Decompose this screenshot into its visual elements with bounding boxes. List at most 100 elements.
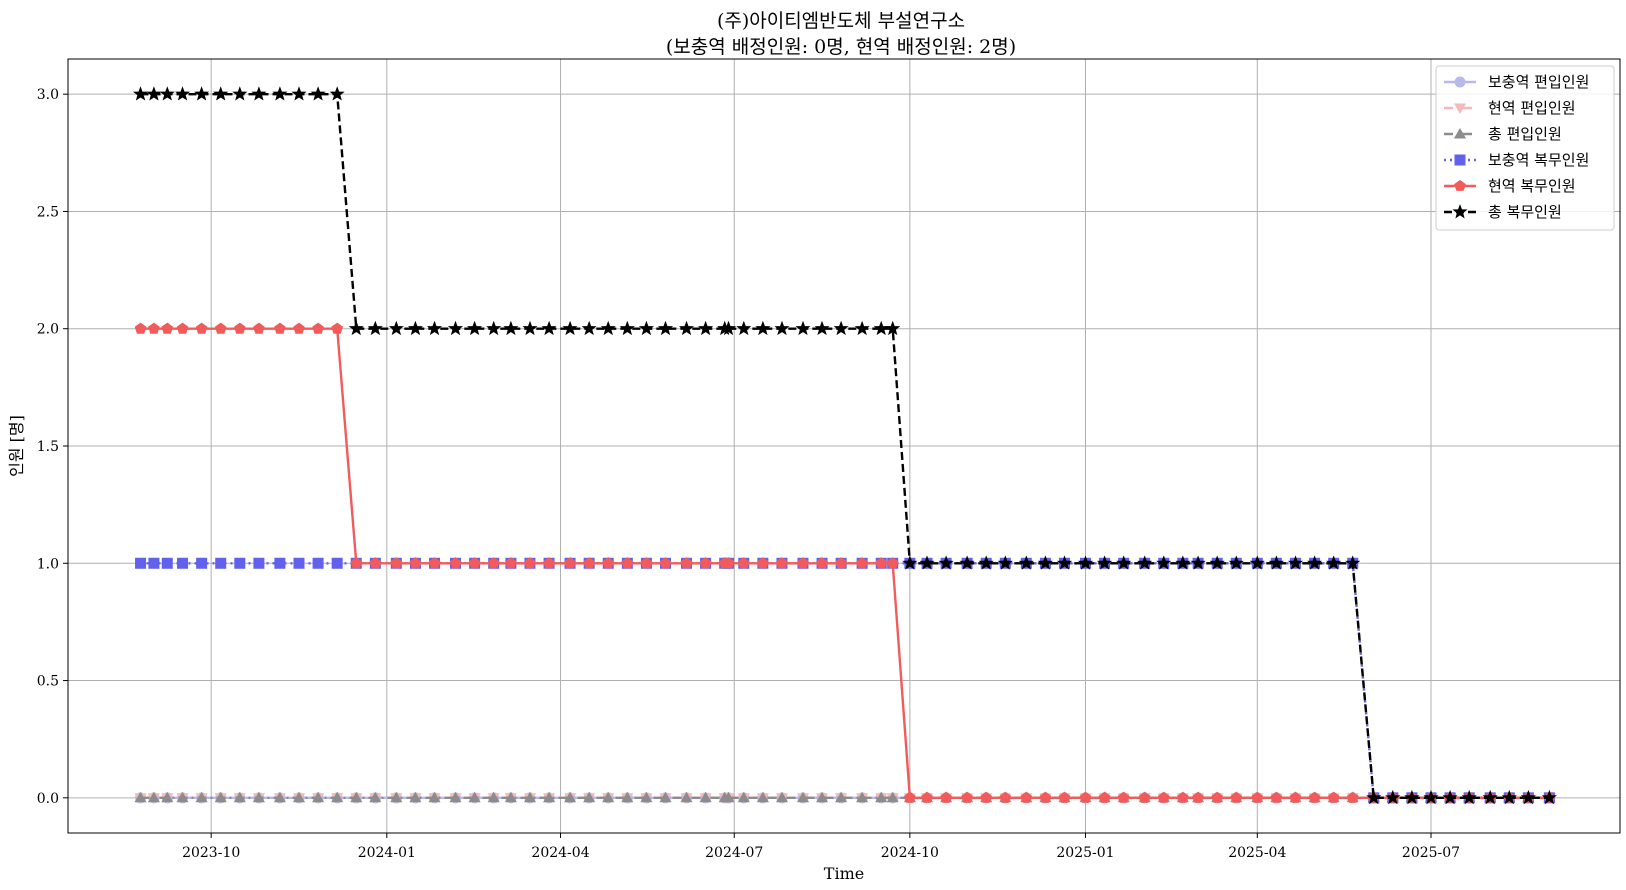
data-point <box>699 557 712 569</box>
data-point <box>234 557 246 569</box>
data-point <box>161 322 174 334</box>
data-point <box>1307 555 1323 570</box>
data-point <box>291 86 307 101</box>
data-point <box>873 320 889 336</box>
data-point <box>854 320 870 336</box>
data-point <box>1098 791 1111 803</box>
x-tick-label: 2025-04 <box>1228 845 1286 861</box>
data-point <box>1442 789 1458 805</box>
data-point <box>1156 555 1172 570</box>
data-point <box>504 791 517 803</box>
data-point <box>428 557 441 569</box>
data-point <box>1175 555 1191 570</box>
data-point <box>885 320 901 336</box>
data-point <box>562 320 578 336</box>
data-point <box>1230 791 1243 803</box>
data-point <box>146 86 162 101</box>
data-point <box>468 557 481 569</box>
data-point <box>194 86 210 101</box>
legend-marker <box>1452 204 1468 219</box>
series-현역-복무인원 <box>134 322 1556 803</box>
x-axis-label: Time <box>824 864 864 883</box>
data-point <box>1211 791 1223 803</box>
data-point <box>1157 791 1170 803</box>
data-point <box>134 791 147 803</box>
data-point <box>175 86 191 101</box>
data-point <box>833 320 849 336</box>
data-point <box>388 320 404 336</box>
data-point <box>1385 789 1401 805</box>
data-point <box>919 555 935 570</box>
data-point <box>449 791 462 803</box>
data-point <box>835 791 848 803</box>
data-point <box>619 320 635 336</box>
data-point <box>367 320 383 336</box>
data-point <box>638 320 654 336</box>
data-point <box>999 791 1012 803</box>
data-point <box>678 320 695 336</box>
data-point <box>775 791 789 803</box>
data-point <box>680 557 693 569</box>
data-point <box>1366 789 1382 805</box>
data-point <box>737 791 750 803</box>
data-point <box>1404 789 1420 805</box>
data-point <box>253 322 265 334</box>
data-point <box>1190 555 1206 570</box>
grid <box>68 59 1620 833</box>
data-point <box>390 791 403 803</box>
data-point <box>524 557 536 569</box>
data-point <box>720 320 737 336</box>
legend-marker <box>1454 179 1466 191</box>
data-point <box>886 557 899 569</box>
data-point <box>1228 555 1244 570</box>
legend-marker <box>1453 128 1467 139</box>
data-point <box>564 791 577 803</box>
data-point <box>233 791 246 803</box>
legend-label: 현역 편입인원 <box>1488 99 1576 117</box>
data-point <box>796 791 810 803</box>
data-point <box>274 557 286 569</box>
data-point <box>292 791 306 803</box>
data-point <box>253 557 265 569</box>
data-point <box>331 791 344 803</box>
data-point <box>274 322 286 334</box>
chart-subtitle: (보충역 배정인원: 0명, 현역 배정인원: 2명) <box>666 36 1016 58</box>
data-point <box>1461 789 1477 805</box>
data-point <box>213 86 229 101</box>
data-point <box>835 557 847 569</box>
data-point <box>776 557 788 569</box>
data-point <box>621 557 634 569</box>
data-point <box>1327 791 1340 803</box>
data-point <box>234 322 246 334</box>
data-point <box>904 791 916 803</box>
data-point <box>1482 789 1498 805</box>
data-point <box>293 322 305 334</box>
data-point <box>312 557 324 569</box>
data-point <box>293 557 305 569</box>
series-group <box>133 86 1557 805</box>
y-tick-label: 1.5 <box>37 439 59 455</box>
data-point <box>1137 555 1153 570</box>
data-point <box>1501 789 1517 805</box>
data-point <box>959 555 975 570</box>
axis-ticks: 2023-10 2024-01 2024-04 2024-07 2024-10 2025-… <box>37 87 1460 861</box>
data-point <box>581 320 597 336</box>
data-point <box>1039 791 1052 803</box>
data-point <box>503 320 519 336</box>
data-point <box>921 791 933 803</box>
x-tick-label: 2024-04 <box>531 845 589 861</box>
data-point <box>1251 791 1264 803</box>
data-point <box>215 557 227 569</box>
data-point <box>148 322 160 334</box>
data-point <box>486 320 502 336</box>
y-axis-label: 인원 [명] <box>7 415 26 477</box>
y-tick-label: 0.5 <box>37 674 59 690</box>
data-point <box>273 791 286 803</box>
data-point <box>795 320 811 336</box>
data-point <box>407 320 423 336</box>
legend-label: 보충역 편입인원 <box>1488 73 1589 91</box>
data-point <box>978 555 994 570</box>
data-point <box>997 555 1013 570</box>
data-point <box>736 320 752 336</box>
